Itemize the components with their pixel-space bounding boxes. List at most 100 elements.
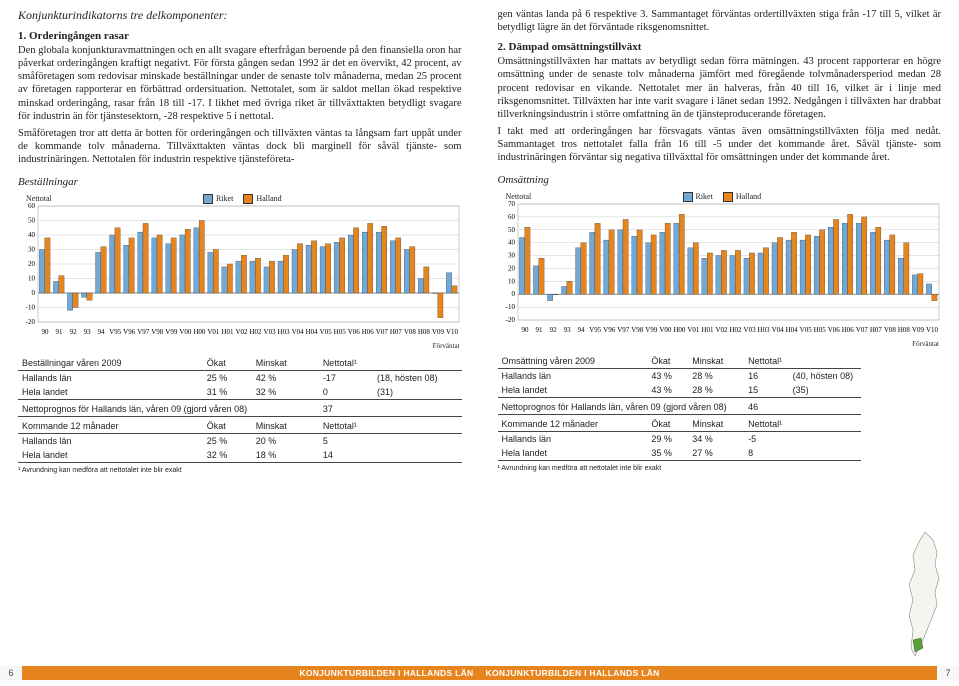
legend-swatch-halland xyxy=(723,192,733,202)
svg-text:94: 94 xyxy=(98,328,106,336)
svg-text:50: 50 xyxy=(508,226,516,234)
svg-text:0: 0 xyxy=(32,289,36,297)
page-left: Konjunkturindikatorns tre delkomponenter… xyxy=(0,0,480,686)
svg-text:H00: H00 xyxy=(673,326,686,334)
page-footer: 7 KONJUNKTURBILDEN I HALLANDS LÄN xyxy=(480,666,959,680)
paragraph: Den globala konjunkturavmattningen och e… xyxy=(18,44,462,123)
svg-text:V09: V09 xyxy=(911,326,924,334)
svg-text:V98: V98 xyxy=(631,326,644,334)
bar-chart-svg: -20-1001020304050609091929394V95V96V97V9… xyxy=(18,190,463,340)
bar-chart-svg: -20-100102030405060709091929394V95V96V97… xyxy=(498,188,943,338)
svg-text:10: 10 xyxy=(28,275,36,283)
paragraph: gen väntas landa på 6 respektive 3. Samm… xyxy=(498,8,942,34)
svg-text:H04: H04 xyxy=(306,328,319,336)
svg-text:H06: H06 xyxy=(841,326,854,334)
svg-text:20: 20 xyxy=(28,260,36,268)
legend-swatch-riket xyxy=(203,194,213,204)
svg-text:H03: H03 xyxy=(278,328,291,336)
paragraph: Omsättningstillväxten har mattats av bet… xyxy=(498,55,942,121)
svg-text:V06: V06 xyxy=(348,328,361,336)
chart-legend: Riket Halland xyxy=(683,192,762,202)
svg-text:V04: V04 xyxy=(771,326,784,334)
svg-text:20: 20 xyxy=(508,265,516,273)
svg-text:V99: V99 xyxy=(165,328,178,336)
svg-text:V03: V03 xyxy=(743,326,756,334)
svg-text:V04: V04 xyxy=(292,328,305,336)
svg-text:H08: H08 xyxy=(897,326,910,334)
svg-text:V01: V01 xyxy=(687,326,700,334)
svg-text:V01: V01 xyxy=(207,328,220,336)
legend-swatch-riket xyxy=(683,192,693,202)
svg-text:91: 91 xyxy=(56,328,64,336)
svg-text:V05: V05 xyxy=(320,328,333,336)
svg-text:70: 70 xyxy=(508,200,516,208)
svg-text:H04: H04 xyxy=(785,326,798,334)
svg-text:V99: V99 xyxy=(645,326,658,334)
svg-text:V10: V10 xyxy=(925,326,938,334)
page-footer: 6 KONJUNKTURBILDEN I HALLANDS LÄN xyxy=(0,666,480,680)
svg-text:91: 91 xyxy=(535,326,543,334)
svg-text:0: 0 xyxy=(511,290,515,298)
svg-text:60: 60 xyxy=(28,202,36,210)
svg-text:V00: V00 xyxy=(179,328,192,336)
svg-text:V05: V05 xyxy=(799,326,812,334)
footer-title: KONJUNKTURBILDEN I HALLANDS LÄN xyxy=(480,666,938,680)
svg-text:92: 92 xyxy=(70,328,78,336)
svg-text:H07: H07 xyxy=(869,326,882,334)
svg-text:V08: V08 xyxy=(883,326,896,334)
svg-text:V97: V97 xyxy=(617,326,630,334)
section-heading: Konjunkturindikatorns tre delkomponenter… xyxy=(18,8,462,23)
svg-text:V96: V96 xyxy=(123,328,136,336)
page-number: 6 xyxy=(0,666,22,680)
subheading-1: 1. Orderingången rasar xyxy=(18,30,462,42)
svg-text:V08: V08 xyxy=(404,328,417,336)
svg-text:V10: V10 xyxy=(446,328,459,336)
svg-text:V00: V00 xyxy=(659,326,672,334)
svg-text:H02: H02 xyxy=(249,328,262,336)
svg-text:93: 93 xyxy=(563,326,571,334)
svg-text:-10: -10 xyxy=(505,303,515,311)
svg-text:60: 60 xyxy=(508,213,516,221)
svg-text:-20: -20 xyxy=(505,316,515,324)
data-table-left: Beställningar våren 2009ÖkatMinskatNetto… xyxy=(18,354,462,463)
chart-legend: Riket Halland xyxy=(203,194,282,204)
data-table-right: Omsättning våren 2009ÖkatMinskatNettotal… xyxy=(498,352,862,461)
svg-text:H02: H02 xyxy=(729,326,742,334)
svg-text:92: 92 xyxy=(549,326,557,334)
svg-text:H05: H05 xyxy=(334,328,347,336)
svg-text:30: 30 xyxy=(508,252,516,260)
svg-text:H05: H05 xyxy=(813,326,826,334)
page-right: gen väntas landa på 6 respektive 3. Samm… xyxy=(480,0,959,686)
chart-title: Beställningar xyxy=(18,176,462,188)
svg-text:40: 40 xyxy=(28,231,36,239)
forvantat-label: Förväntat xyxy=(433,342,460,350)
svg-text:H07: H07 xyxy=(390,328,403,336)
paragraph: I takt med att orderingången har försvag… xyxy=(498,125,942,164)
svg-text:90: 90 xyxy=(42,328,50,336)
table-footnote: ¹ Avrundning kan medföra att nettotalet … xyxy=(498,465,942,472)
svg-text:H00: H00 xyxy=(193,328,206,336)
sweden-map-icon xyxy=(895,530,955,660)
svg-text:H03: H03 xyxy=(757,326,770,334)
legend-swatch-halland xyxy=(243,194,253,204)
svg-text:V02: V02 xyxy=(235,328,248,336)
svg-text:-20: -20 xyxy=(26,318,36,326)
y-axis-label: Nettotal xyxy=(26,194,52,203)
svg-text:30: 30 xyxy=(28,246,36,254)
svg-text:94: 94 xyxy=(577,326,585,334)
svg-text:V02: V02 xyxy=(715,326,728,334)
table-footnote: ¹ Avrundning kan medföra att nettotalet … xyxy=(18,467,462,474)
subheading-2: 2. Dämpad omsättningstillväxt xyxy=(498,41,942,53)
svg-text:V03: V03 xyxy=(264,328,277,336)
svg-text:V09: V09 xyxy=(432,328,445,336)
forvantat-label: Förväntat xyxy=(912,340,939,348)
svg-text:93: 93 xyxy=(84,328,92,336)
svg-text:V07: V07 xyxy=(855,326,868,334)
svg-text:V98: V98 xyxy=(151,328,164,336)
chart-title: Omsättning xyxy=(498,174,942,186)
svg-text:V07: V07 xyxy=(376,328,389,336)
svg-text:H06: H06 xyxy=(362,328,375,336)
svg-text:V06: V06 xyxy=(827,326,840,334)
chart-bestallningar: Nettotal Riket Halland -20-1001020304050… xyxy=(18,190,462,340)
footer-title: KONJUNKTURBILDEN I HALLANDS LÄN xyxy=(22,666,480,680)
